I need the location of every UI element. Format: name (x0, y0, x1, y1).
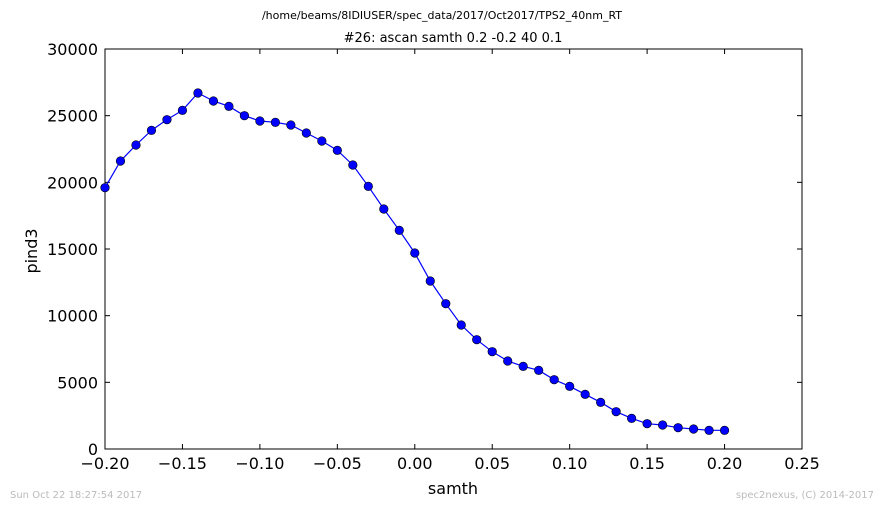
data-point (177, 105, 188, 115)
y-tick-label: 25000 (47, 107, 98, 126)
data-point (301, 128, 311, 138)
data-point (255, 116, 265, 126)
data-point (379, 204, 389, 214)
x-tick-label: 0.05 (474, 454, 510, 473)
data-series (100, 88, 730, 435)
y-tick-label: 20000 (47, 173, 98, 192)
data-point (503, 356, 513, 366)
data-point (363, 181, 373, 191)
data-point (456, 320, 466, 330)
chart-suptitle: /home/beams/8IDIUSER/spec_data/2017/Oct2… (262, 9, 622, 22)
data-point (673, 423, 683, 433)
x-tick-label: −0.15 (158, 454, 207, 473)
x-tick-label: 0.10 (552, 454, 588, 473)
x-tick-label: 0.25 (784, 454, 820, 473)
data-point (286, 120, 296, 130)
x-tick-label: −0.20 (80, 454, 129, 473)
data-point (657, 420, 668, 430)
data-point (162, 115, 172, 125)
data-point (239, 111, 249, 121)
x-tick-label: 0.20 (707, 454, 743, 473)
y-tick-label: 30000 (47, 40, 98, 59)
axis-ticks: −0.20 −0.15 −0.10 −0.05 0.00 0.05 0.10 0.15 0.20… (47, 40, 820, 473)
data-point (518, 361, 528, 371)
data-point (208, 96, 219, 106)
chart-title: #26: ascan samth 0.2 -0.2 40 0.1 (344, 31, 563, 46)
data-point (565, 381, 575, 391)
data-point (580, 389, 590, 399)
data-point (270, 117, 280, 127)
data-point (317, 136, 327, 146)
data-point (611, 407, 621, 417)
y-tick-label: 5000 (57, 373, 98, 392)
data-point (704, 425, 714, 435)
x-tick-label: −0.05 (313, 454, 362, 473)
data-point (487, 347, 497, 357)
x-tick-label: 0.15 (629, 454, 665, 473)
footer-timestamp: Sun Oct 22 18:27:54 2017 (10, 490, 142, 501)
data-point (688, 424, 699, 434)
data-point (534, 365, 544, 375)
data-point (131, 140, 141, 150)
data-point (100, 183, 110, 193)
data-point (394, 225, 404, 235)
data-point (410, 248, 420, 258)
data-point (642, 419, 652, 429)
plot-area (104, 48, 803, 450)
data-point (348, 160, 358, 170)
data-point (596, 397, 606, 407)
x-tick-label: −0.10 (235, 454, 284, 473)
data-point (115, 156, 126, 166)
data-point (441, 299, 451, 309)
y-axis-label: pind3 (22, 228, 41, 273)
data-point (146, 125, 157, 135)
x-tick-label: 0.00 (397, 454, 433, 473)
data-point (193, 88, 203, 98)
data-point (719, 425, 730, 435)
footer-credit: spec2nexus, (C) 2014-2017 (736, 490, 874, 501)
y-tick-label: 15000 (47, 240, 98, 259)
data-point (549, 375, 559, 385)
data-point (425, 276, 435, 286)
data-point (472, 335, 482, 345)
y-tick-label: 0 (88, 440, 98, 459)
data-point (224, 101, 234, 111)
data-point (332, 145, 342, 155)
data-point (627, 413, 637, 423)
y-tick-label: 10000 (47, 307, 98, 326)
x-axis-label: samth (428, 479, 478, 498)
